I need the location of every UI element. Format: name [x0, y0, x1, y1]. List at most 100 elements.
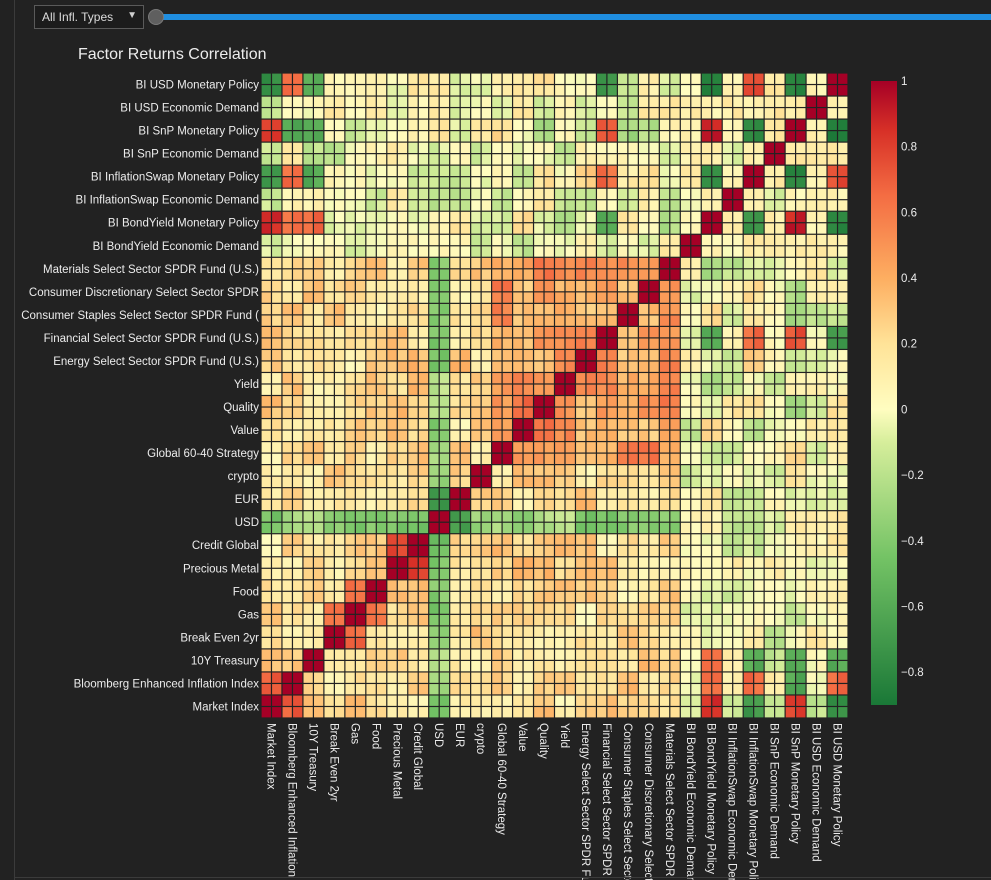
heatmap-cell [534, 465, 544, 476]
heatmap-cell [649, 303, 659, 315]
heatmap-cell [743, 280, 754, 292]
heatmap-cell [764, 269, 775, 280]
heatmap-cell [481, 165, 492, 177]
heatmap-cell [796, 131, 806, 142]
heatmap-cell [775, 350, 785, 361]
heatmap-cell [376, 580, 387, 591]
heatmap-cell [544, 326, 554, 338]
heatmap-cell [418, 614, 429, 626]
heatmap-cell [576, 223, 586, 234]
heatmap-cell [691, 661, 701, 672]
heatmap-cell [733, 626, 743, 637]
heatmap-cell [261, 684, 271, 695]
heatmap-cell [439, 649, 450, 660]
heatmap-cell [481, 453, 492, 465]
heatmap-cell [701, 603, 712, 614]
heatmap-cell [733, 637, 743, 649]
heatmap-cell [324, 522, 334, 534]
heatmap-cell [450, 165, 460, 177]
heatmap-cell [565, 476, 575, 488]
heatmap-cell [303, 534, 313, 545]
heatmap-cell [733, 326, 743, 338]
heatmap-cell [701, 614, 712, 626]
heatmap-cell [502, 396, 512, 407]
heatmap-cell [565, 637, 575, 649]
heatmap-cell [638, 511, 649, 522]
heatmap-cell [775, 326, 785, 338]
heatmap-cell [502, 430, 512, 441]
heatmap-cell [701, 211, 712, 223]
heatmap-cell [544, 603, 554, 614]
heatmap-cell [387, 522, 397, 534]
heatmap-cell [376, 499, 387, 511]
heatmap-cell [607, 534, 617, 545]
heatmap-cell [293, 488, 303, 499]
heatmap-cell [743, 522, 754, 534]
heatmap-cell [523, 442, 533, 453]
heatmap-cell [282, 488, 292, 499]
heatmap-cell [293, 511, 303, 522]
heatmap-cell [785, 580, 795, 591]
heatmap-cell [471, 637, 481, 649]
heatmap-cell [513, 534, 523, 545]
heatmap-cell [607, 165, 617, 177]
heatmap-cell [817, 154, 827, 165]
heatmap-cell [597, 637, 607, 649]
heatmap-cell [649, 165, 659, 177]
heatmap-cell [544, 614, 554, 626]
heatmap-cell [481, 373, 492, 384]
heatmap-cell [314, 303, 324, 315]
heatmap-cell [387, 407, 397, 418]
heatmap-cell [754, 280, 764, 292]
heatmap-cell [376, 292, 387, 303]
y-tick-label: EUR [235, 494, 259, 506]
heatmap-cell [397, 234, 408, 246]
heatmap-cell [827, 326, 837, 338]
heatmap-cell [355, 557, 366, 568]
heatmap-cell [764, 73, 775, 84]
heatmap-cell [659, 108, 670, 119]
heatmap-cell [638, 557, 649, 568]
heatmap-cell [366, 707, 376, 718]
heatmap-cell [617, 361, 628, 372]
heatmap-cell [576, 637, 586, 649]
heatmap-cell [345, 303, 355, 315]
heatmap-cell [387, 614, 397, 626]
heatmap-cell [523, 280, 533, 292]
heatmap-cell [586, 442, 596, 453]
heatmap-cell [345, 522, 355, 534]
heatmap-cell [733, 234, 743, 246]
heatmap-cell [439, 257, 450, 269]
heatmap-cell [502, 292, 512, 303]
heatmap-cell [586, 326, 596, 338]
heatmap-cell [439, 442, 450, 453]
range-slider-handle[interactable] [148, 9, 164, 25]
heatmap-cell [345, 534, 355, 545]
heatmap-cell [293, 580, 303, 591]
heatmap-cell [471, 522, 481, 534]
range-slider-track[interactable] [156, 14, 991, 20]
type-filter-dropdown[interactable]: All Infl. Types ▼ [34, 5, 144, 29]
heatmap-cell [827, 373, 837, 384]
heatmap-cell [418, 695, 429, 706]
heatmap-cell [607, 465, 617, 476]
heatmap-cell [282, 131, 292, 142]
heatmap-cell [523, 465, 533, 476]
heatmap-cell [397, 85, 408, 96]
heatmap-cell [691, 280, 701, 292]
heatmap-cell [534, 96, 544, 107]
heatmap-cell [649, 396, 659, 407]
heatmap-cell [806, 465, 816, 476]
heatmap-cell [355, 96, 366, 107]
heatmap-cell [817, 430, 827, 441]
heatmap-cell [282, 119, 292, 130]
heatmap-cell [754, 626, 764, 637]
heatmap-cell [534, 511, 544, 522]
heatmap-cell [502, 649, 512, 660]
heatmap-cell [282, 522, 292, 534]
colorbar-tick-label: 0.8 [901, 142, 917, 154]
heatmap-cell [397, 603, 408, 614]
heatmap-cell [817, 361, 827, 372]
heatmap-cell [838, 476, 848, 488]
heatmap-cell [523, 614, 533, 626]
